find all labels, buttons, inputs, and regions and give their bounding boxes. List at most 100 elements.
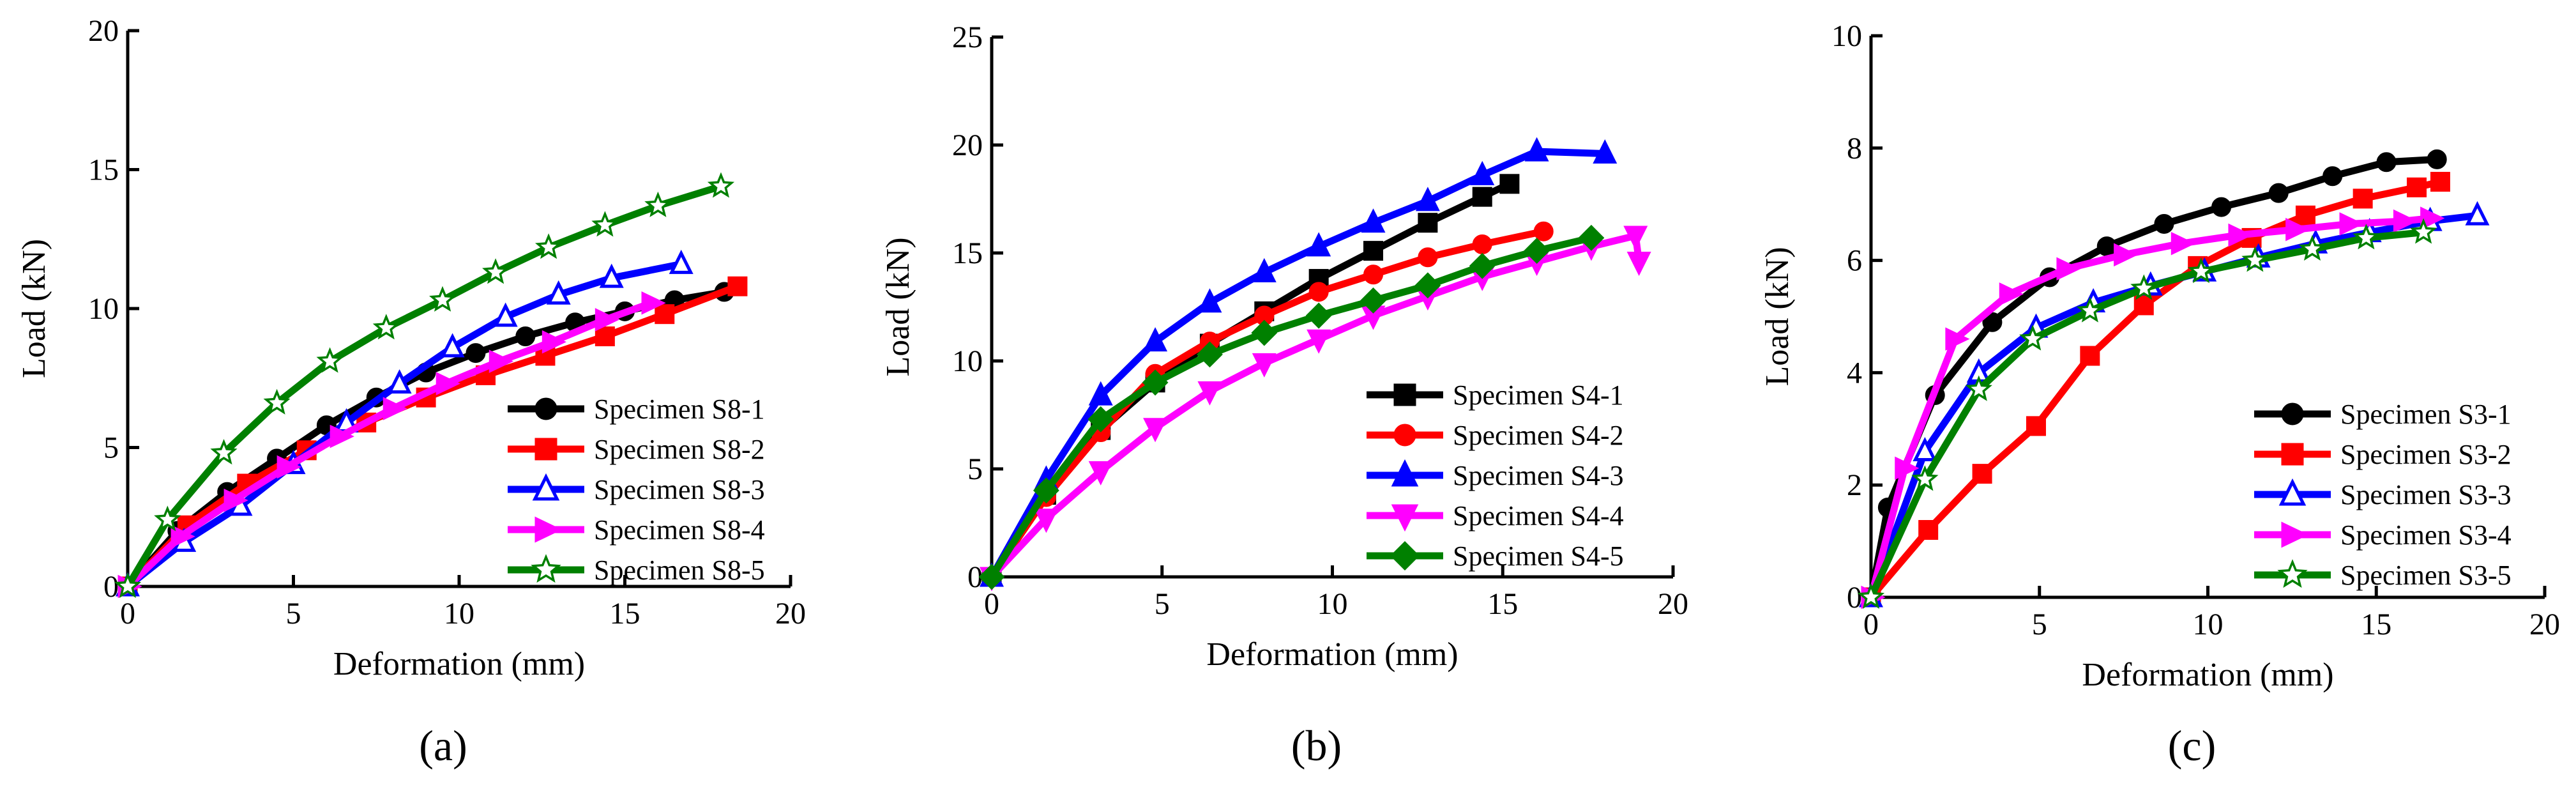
data-point	[1999, 282, 2024, 306]
y-tick-label: 15	[952, 236, 983, 270]
data-point	[2285, 217, 2310, 241]
data-point	[2154, 213, 2174, 234]
legend-marker	[534, 516, 563, 543]
legend-marker	[2281, 443, 2304, 466]
data-point	[489, 349, 513, 373]
axis-frame	[1869, 36, 2545, 599]
legend-label: Specimen S3-1	[2340, 399, 2512, 430]
data-point	[387, 369, 412, 394]
data-point	[2427, 149, 2447, 169]
data-point	[1197, 288, 1222, 313]
data-point	[1360, 287, 1386, 314]
data-point	[1414, 272, 1441, 299]
x-axis-title: Deformation (mm)	[2082, 657, 2333, 693]
data-point	[210, 439, 238, 465]
panel-label: (a)	[419, 721, 467, 770]
legend-marker	[532, 473, 560, 501]
x-tick-label: 5	[286, 597, 301, 631]
legend-label: Specimen S8-4	[594, 514, 765, 546]
series-specimen-s3-4	[1861, 206, 2445, 609]
data-point	[114, 572, 142, 598]
y-tick-label: 5	[103, 431, 119, 465]
data-point	[1252, 353, 1277, 378]
data-point	[277, 455, 301, 479]
data-point	[383, 397, 407, 420]
legend-label: Specimen S3-3	[2340, 479, 2512, 510]
data-point	[1418, 213, 1438, 233]
data-point	[1499, 174, 1520, 194]
data-point	[2376, 152, 2397, 172]
y-tick-label: 8	[1847, 132, 1862, 165]
data-point	[1363, 264, 1384, 285]
data-point	[1623, 226, 1648, 250]
y-axis-title: Load (kN)	[16, 239, 52, 378]
data-point	[170, 524, 195, 548]
legend-marker	[1391, 504, 1419, 532]
legend-label: Specimen S4-2	[1453, 420, 1624, 451]
data-point	[2295, 205, 2315, 226]
data-point	[641, 291, 666, 315]
data-point	[2352, 188, 2373, 209]
data-point	[595, 326, 615, 346]
data-point	[1918, 520, 1939, 540]
data-point	[1087, 406, 1114, 432]
data-point	[1470, 160, 1495, 185]
data-point	[1578, 224, 1605, 251]
legend-label: Specimen S8-2	[594, 434, 765, 465]
legend-marker	[534, 438, 557, 461]
data-point	[599, 263, 624, 288]
data-point	[330, 424, 354, 448]
data-point	[224, 488, 248, 512]
data-point	[1142, 369, 1169, 396]
data-point	[2171, 231, 2195, 256]
x-tick-label: 15	[2361, 608, 2391, 641]
series-specimen-s8-5	[114, 172, 735, 598]
legend-label: Specimen S4-3	[1453, 460, 1624, 491]
series-specimen-s4-1	[981, 174, 1520, 587]
data-point	[2211, 197, 2232, 217]
legend-marker	[2281, 521, 2309, 548]
x-tick-label: 5	[1155, 587, 1170, 621]
x-tick-label: 0	[120, 597, 135, 631]
data-point	[2026, 416, 2046, 436]
y-tick-label: 10	[1831, 19, 1862, 53]
legend-marker	[1390, 540, 1420, 571]
data-point	[2339, 212, 2364, 236]
data-point	[534, 233, 563, 259]
legend-marker	[2281, 402, 2304, 425]
data-point	[2322, 166, 2343, 187]
data-point	[2080, 346, 2100, 366]
data-point	[493, 302, 518, 327]
data-point	[1197, 341, 1223, 368]
legend-marker	[1393, 424, 1416, 447]
data-point	[316, 347, 344, 373]
data-point	[1363, 241, 1384, 261]
data-point	[2298, 234, 2326, 261]
y-tick-label: 0	[1847, 581, 1862, 615]
x-axis-title: Deformation (mm)	[333, 646, 585, 682]
data-point	[2114, 243, 2139, 267]
data-point	[2228, 223, 2253, 247]
legend: Specimen S4-1 Specimen S4-2 Specimen S4-3 S…	[1367, 379, 1624, 572]
data-point	[1308, 282, 1329, 302]
data-point	[466, 343, 486, 364]
data-point	[1965, 375, 1992, 401]
data-point	[440, 333, 465, 358]
x-tick-label: 5	[2032, 608, 2047, 641]
data-point	[1251, 319, 1278, 346]
data-point	[595, 308, 620, 332]
data-point	[644, 191, 672, 217]
data-point	[2420, 206, 2445, 230]
data-point	[1197, 381, 1222, 406]
y-tick-label: 4	[1847, 356, 1862, 390]
data-point	[669, 249, 693, 274]
y-tick-label: 10	[952, 344, 983, 378]
data-point	[1895, 456, 1920, 480]
data-point	[1972, 464, 1992, 484]
data-point	[2187, 257, 2215, 284]
data-point	[1469, 252, 1496, 279]
legend-label: Specimen S8-5	[594, 555, 765, 586]
legend-marker	[1393, 383, 1416, 406]
data-point	[2133, 295, 2154, 316]
